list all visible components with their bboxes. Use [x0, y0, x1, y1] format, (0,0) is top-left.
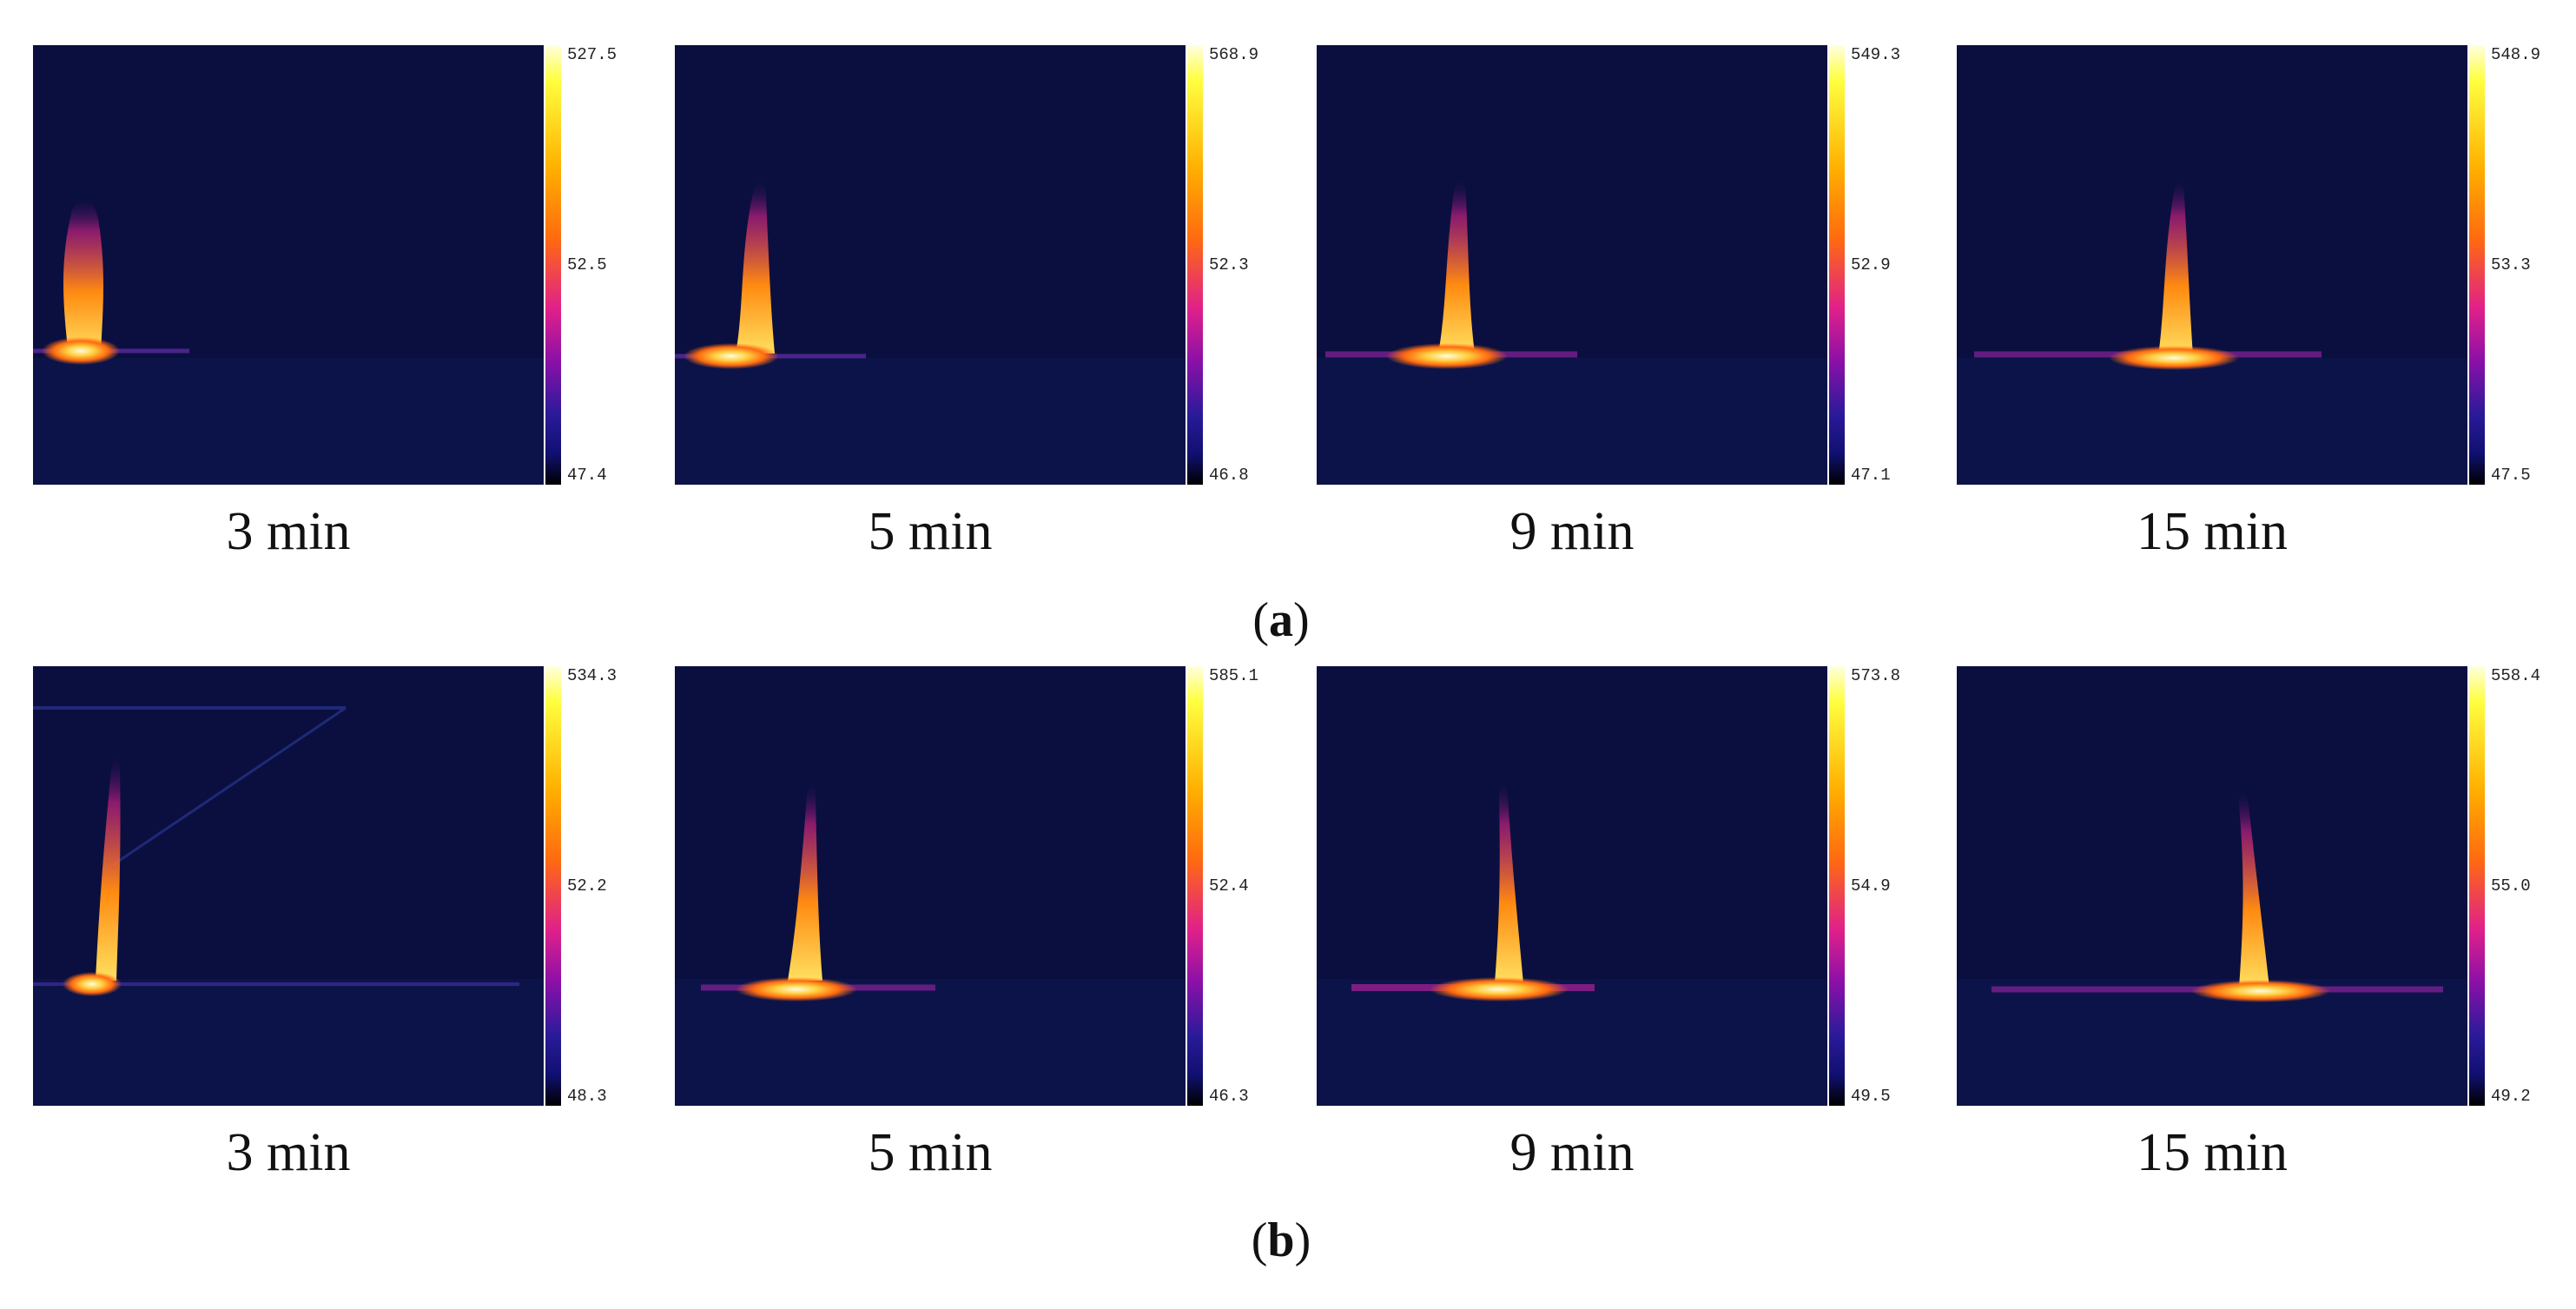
panel-label-b: (b): [1251, 1213, 1311, 1267]
color-scale-bar: [2469, 666, 2485, 1106]
time-caption: 15 min: [2137, 1123, 2288, 1182]
scale-mid-label: 52.2: [567, 876, 607, 896]
scale-max-label: 573.8: [1851, 666, 1901, 685]
scale-max-label: 548.9: [2491, 45, 2541, 64]
scale-max-label: 527.5: [567, 45, 618, 64]
time-caption: 5 min: [868, 1123, 993, 1182]
scale-mid-label: 53.3: [2491, 255, 2531, 274]
scale-min-label: 46.3: [1209, 1087, 1249, 1106]
color-scale-bar: [1187, 45, 1203, 485]
thermal-image: [1957, 45, 2467, 485]
scale-mid-label: 52.9: [1851, 255, 1891, 274]
scale-max-label: 585.1: [1209, 666, 1259, 685]
color-scale-bar: [1829, 666, 1845, 1106]
scale-max-label: 568.9: [1209, 45, 1259, 64]
color-scale-bar: [2469, 45, 2485, 485]
scale-max-label: 549.3: [1851, 45, 1901, 64]
time-caption: 15 min: [2137, 502, 2288, 561]
panel-label-a: (a): [1252, 593, 1310, 647]
scale-min-label: 49.2: [2491, 1087, 2531, 1106]
color-scale-bar: [1187, 666, 1203, 1106]
time-caption: 9 min: [1509, 502, 1635, 561]
thermal-image: [1957, 666, 2467, 1106]
scale-min-label: 46.8: [1209, 466, 1249, 485]
scale-max-label: 558.4: [2491, 666, 2541, 685]
time-caption: 3 min: [226, 502, 351, 561]
time-caption: 3 min: [226, 1123, 351, 1182]
scale-min-label: 47.4: [567, 466, 607, 485]
scale-mid-label: 52.3: [1209, 255, 1249, 274]
thermal-image: [1317, 45, 1827, 485]
scale-max-label: 534.3: [567, 666, 618, 685]
thermal-image: [33, 45, 544, 485]
scale-min-label: 47.5: [2491, 466, 2531, 485]
scale-min-label: 49.5: [1851, 1087, 1891, 1106]
thermal-image: [1317, 666, 1827, 1106]
scale-mid-label: 55.0: [2491, 876, 2531, 896]
scale-mid-label: 54.9: [1851, 876, 1891, 896]
color-scale-bar: [545, 45, 561, 485]
scale-mid-label: 52.4: [1209, 876, 1249, 896]
thermal-image: [675, 45, 1186, 485]
scale-mid-label: 52.5: [567, 255, 607, 274]
color-scale-bar: [545, 666, 561, 1106]
thermal-image: [675, 666, 1186, 1106]
scale-min-label: 47.1: [1851, 466, 1891, 485]
time-caption: 5 min: [868, 502, 993, 561]
scale-min-label: 48.3: [567, 1087, 607, 1106]
thermal-image: [33, 666, 544, 1106]
color-scale-bar: [1829, 45, 1845, 485]
time-caption: 9 min: [1509, 1123, 1635, 1182]
